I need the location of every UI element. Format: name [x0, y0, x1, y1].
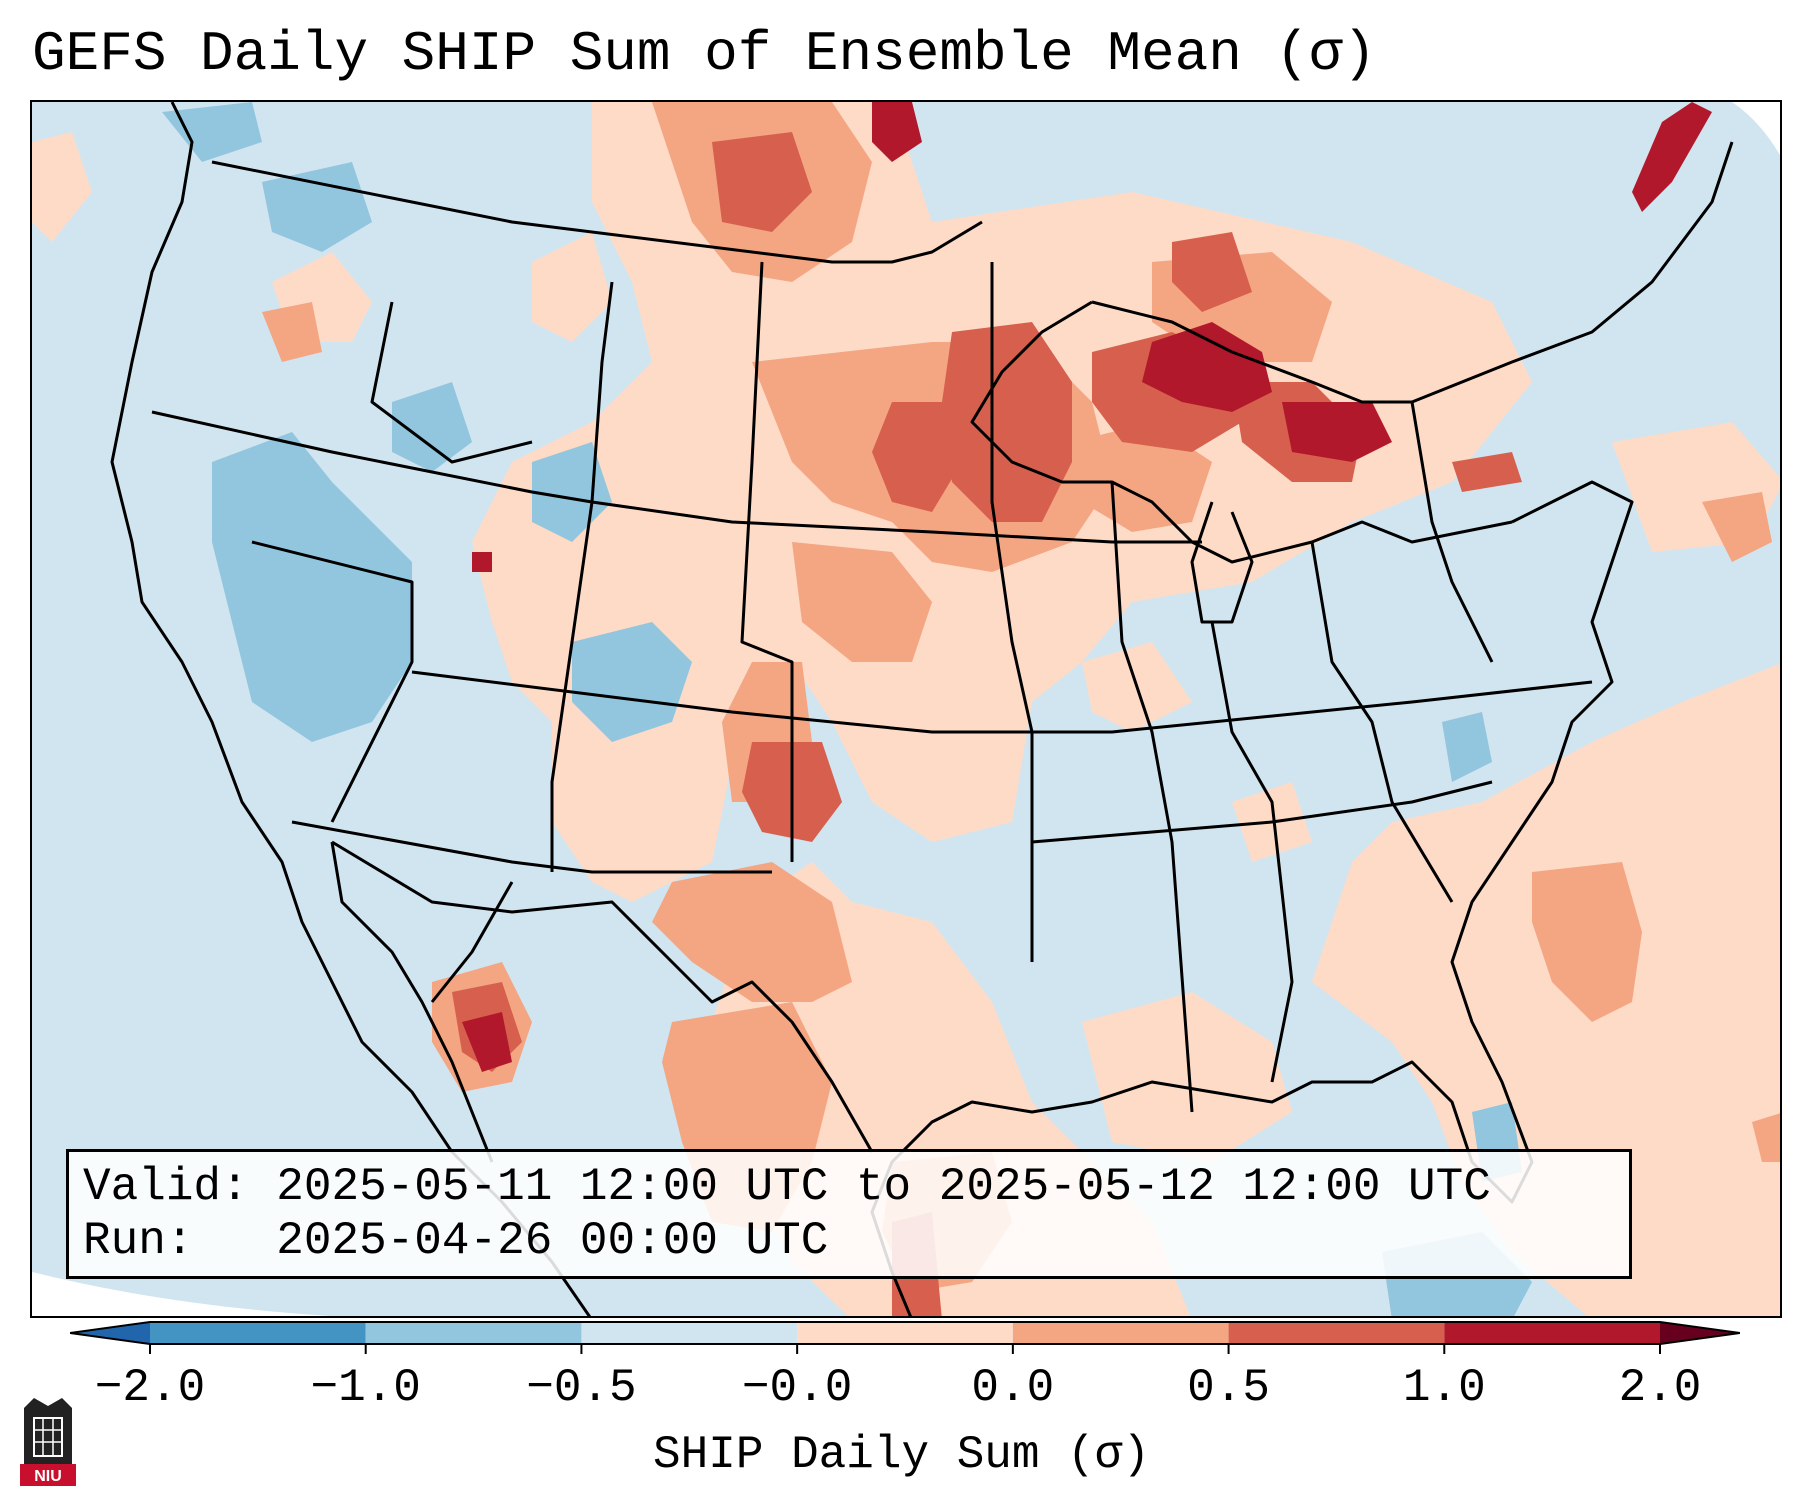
state-line-vertical-7: [1410, 401, 1494, 663]
globe-edge-top-right: [1732, 102, 1780, 156]
globe-edge-bottom-left: [32, 1272, 330, 1316]
niu-logo: NIU: [20, 1398, 76, 1486]
colorbar-segment: [150, 1322, 366, 1344]
nevada-boundary: [251, 540, 414, 823]
colorbar-tick-label: −0.5: [526, 1362, 637, 1414]
colorbar-tick-label: 1.0: [1402, 1362, 1486, 1414]
valid-label: Valid:: [83, 1161, 249, 1213]
state-line-vertical-5: [1210, 621, 1294, 1083]
state-line-vertical-3: [990, 262, 1034, 962]
logo-window: [33, 1417, 63, 1457]
colorbar-segments: [70, 1321, 1740, 1345]
run-value: 2025-04-26 00:00 UTC: [276, 1215, 829, 1267]
colorbar-segment: [1228, 1322, 1445, 1344]
colorbar-segment: [1444, 1322, 1660, 1344]
idaho-boundary: [370, 301, 533, 464]
us-canada-border-west: [211, 160, 983, 264]
colorbar-segment: [365, 1322, 582, 1344]
state-line-vertical-2: [740, 261, 794, 862]
boundary-lines: [110, 102, 1734, 1316]
logo-window-mullions: [34, 1418, 62, 1456]
state-line-vertical-1: [550, 281, 614, 872]
valid-run-box: Valid: 2025-05-11 12:00 UTC to 2025-05-1…: [66, 1149, 1632, 1279]
colorbar: [70, 1321, 1740, 1354]
colorbar-ticks: [149, 1344, 1661, 1354]
sonora-line: [430, 881, 514, 1003]
colorbar-segment: [797, 1322, 1013, 1344]
colorbar-tick-label: 2.0: [1618, 1362, 1702, 1414]
colorbar-segment: [581, 1322, 798, 1344]
state-line-2: [591, 500, 1202, 544]
map-panel: [30, 100, 1782, 1318]
colorbar-tick-label: 0.0: [971, 1362, 1055, 1414]
colorbar-extend-left: [70, 1322, 150, 1344]
pacific-coastline: [110, 102, 592, 1316]
state-line-5: [1031, 780, 1493, 844]
state-line-1: [151, 410, 593, 504]
run-label: Run:: [83, 1215, 194, 1267]
valid-value: 2025-05-11 12:00 UTC to 2025-05-12 12:00…: [276, 1161, 1491, 1213]
logo-text: NIU: [34, 1468, 62, 1485]
colorbar-label: SHIP Daily Sum (σ): [653, 1429, 1150, 1481]
ship-anomaly-map: [32, 102, 1780, 1316]
colorbar-tick-label: 0.5: [1187, 1362, 1270, 1414]
lake-michigan: [1190, 501, 1254, 624]
logo-banner: [20, 1464, 76, 1486]
state-line-vertical-6: [1310, 541, 1454, 903]
colorbar-tick-label: −1.0: [310, 1362, 421, 1414]
us-mexico-border: [331, 840, 874, 1153]
state-line-vertical-4: [1110, 481, 1194, 1113]
state-line-3: [411, 670, 1593, 734]
logo-tower-shape: [24, 1398, 72, 1464]
colorbar-segment: [1012, 1322, 1229, 1344]
colorbar-extend-right: [1660, 1322, 1740, 1344]
anomaly-fill-above-2.0: [462, 102, 1712, 1072]
baja-gulf-coast: [330, 841, 494, 1163]
colorbar-tick-label: −0.0: [741, 1362, 853, 1414]
chart-title: GEFS Daily SHIP Sum of Ensemble Mean (σ): [32, 22, 1377, 86]
colorbar-tick-label: −2.0: [94, 1362, 206, 1414]
